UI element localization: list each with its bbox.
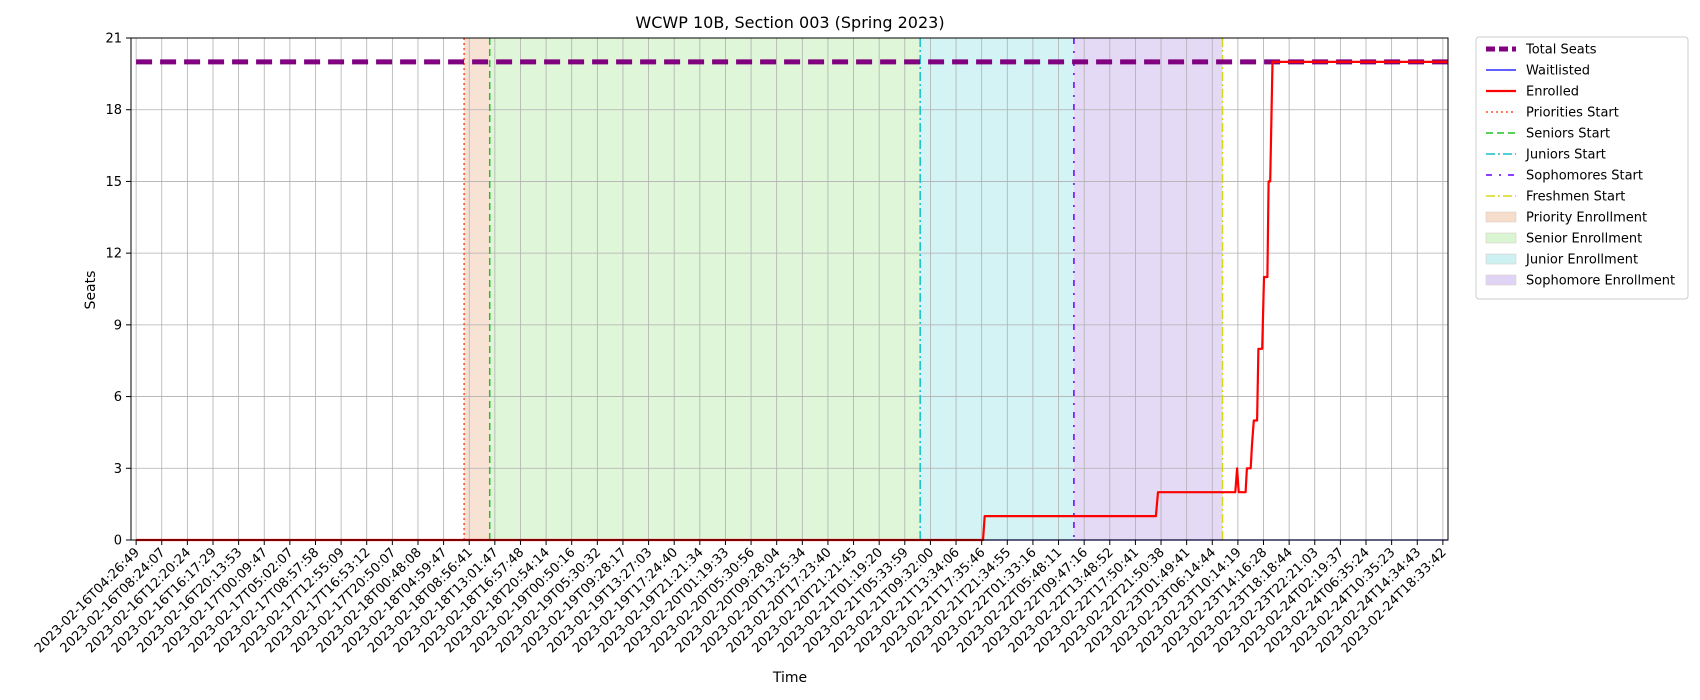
y-axis-title: Seats xyxy=(83,271,99,310)
legend-label: Total Seats xyxy=(1525,43,1597,58)
y-tick-label: 6 xyxy=(114,390,122,405)
legend-label: Sophomores Start xyxy=(1526,169,1643,184)
y-tick-label: 18 xyxy=(105,103,122,118)
region-priority-enrollment xyxy=(464,38,490,540)
legend-label: Enrolled xyxy=(1526,85,1579,100)
chart-title: WCWP 10B, Section 003 (Spring 2023) xyxy=(635,13,944,32)
legend-label: Sophomore Enrollment xyxy=(1526,274,1675,289)
legend-label: Juniors Start xyxy=(1525,148,1606,163)
y-tick-label: 15 xyxy=(105,175,122,190)
plot-area: 0369121518212023-02-16T04:26:492023-02-1… xyxy=(32,32,1450,657)
legend-label: Seniors Start xyxy=(1526,127,1610,142)
x-axis-title: Time xyxy=(772,670,807,686)
y-tick-label: 9 xyxy=(114,318,122,333)
region-senior-enrollment xyxy=(489,38,921,540)
series-line-enrolled xyxy=(136,60,1448,542)
legend-handle-priority-enrollment xyxy=(1485,211,1517,223)
legend-frame xyxy=(1475,36,1689,300)
legend-label: Waitlisted xyxy=(1526,64,1590,79)
legend: Total Seats Waitlisted Enrolled Priorities … xyxy=(1475,36,1689,300)
legend-label: Priority Enrollment xyxy=(1526,211,1647,226)
legend-handle-junior-enrollment xyxy=(1485,253,1517,265)
legend-handle-sophomore-enrollment xyxy=(1485,274,1517,286)
y-tick-label: 21 xyxy=(105,32,122,47)
legend-label: Junior Enrollment xyxy=(1525,253,1638,268)
legend-label: Priorities Start xyxy=(1526,106,1619,121)
y-tick-label: 0 xyxy=(114,534,122,549)
legend-label: Freshmen Start xyxy=(1526,190,1625,205)
y-tick-label: 12 xyxy=(105,247,122,262)
y-tick-label: 3 xyxy=(114,462,122,477)
axes-frame xyxy=(130,37,1449,541)
legend-handle-senior-enrollment xyxy=(1485,232,1517,244)
region-sophomore-enrollment xyxy=(1073,38,1223,540)
legend-label: Senior Enrollment xyxy=(1526,232,1642,247)
region-junior-enrollment xyxy=(920,38,1074,540)
